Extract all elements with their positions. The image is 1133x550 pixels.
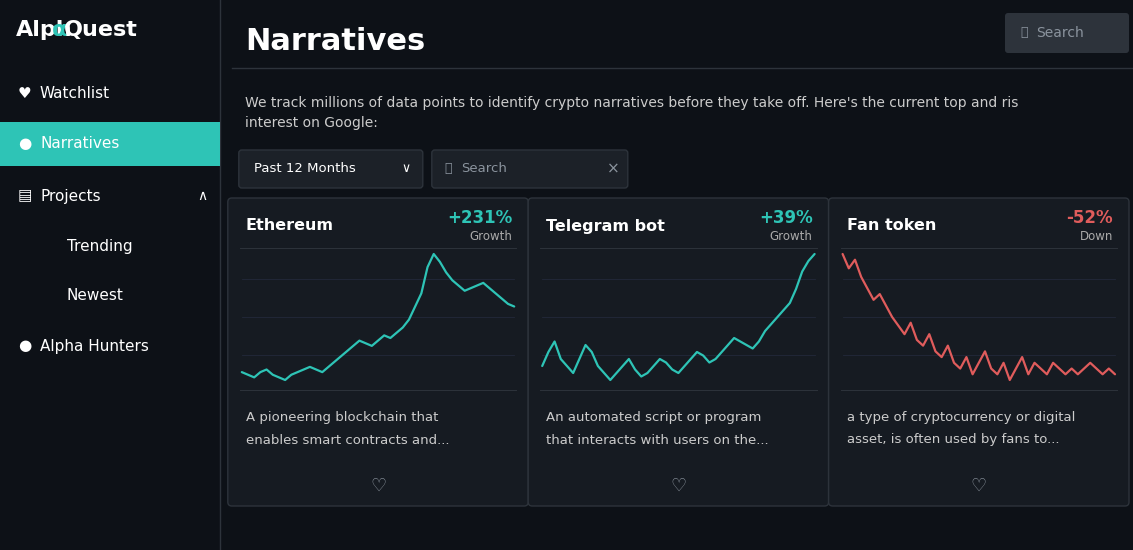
Text: Alpha Hunters: Alpha Hunters	[40, 338, 148, 354]
Text: A pioneering blockchain that: A pioneering blockchain that	[246, 410, 438, 424]
Text: +39%: +39%	[759, 209, 812, 227]
Text: Ethereum: Ethereum	[246, 218, 334, 234]
Text: Search: Search	[1036, 26, 1084, 40]
Text: Fan token: Fan token	[846, 218, 936, 234]
Text: interest on Google:: interest on Google:	[245, 116, 377, 130]
FancyBboxPatch shape	[528, 198, 828, 506]
Text: Search: Search	[461, 162, 506, 175]
Text: asset, is often used by fans to...: asset, is often used by fans to...	[846, 433, 1059, 447]
Text: An automated script or program: An automated script or program	[546, 410, 761, 424]
Text: -52%: -52%	[1066, 209, 1113, 227]
Text: ∧: ∧	[197, 189, 207, 203]
Text: +231%: +231%	[446, 209, 512, 227]
Text: enables smart contracts and...: enables smart contracts and...	[246, 433, 450, 447]
Text: α: α	[52, 20, 67, 40]
Text: ●: ●	[18, 338, 32, 354]
Text: Past 12 Months: Past 12 Months	[254, 162, 356, 175]
Text: ×: ×	[606, 162, 619, 177]
FancyBboxPatch shape	[239, 150, 423, 188]
FancyBboxPatch shape	[828, 198, 1128, 506]
Text: 🔍: 🔍	[1020, 26, 1028, 40]
Text: that interacts with users on the...: that interacts with users on the...	[546, 433, 769, 447]
FancyBboxPatch shape	[0, 122, 220, 166]
Text: a type of cryptocurrency or digital: a type of cryptocurrency or digital	[846, 410, 1075, 424]
Text: Growth: Growth	[769, 229, 812, 243]
Text: Alph: Alph	[16, 20, 73, 40]
Text: Trending: Trending	[67, 239, 133, 254]
Text: Narratives: Narratives	[245, 28, 425, 57]
Text: ♡: ♡	[370, 477, 386, 495]
Text: Growth: Growth	[469, 229, 512, 243]
Text: 🔍: 🔍	[445, 162, 452, 175]
Text: Projects: Projects	[40, 189, 101, 204]
Text: Telegram bot: Telegram bot	[546, 218, 665, 234]
Text: ♥: ♥	[18, 86, 32, 102]
Text: Down: Down	[1080, 229, 1113, 243]
Text: ♡: ♡	[671, 477, 687, 495]
Text: Watchlist: Watchlist	[40, 86, 110, 102]
FancyBboxPatch shape	[0, 0, 220, 550]
Text: We track millions of data points to identify crypto narratives before they take : We track millions of data points to iden…	[245, 96, 1019, 110]
Text: ●: ●	[18, 136, 32, 151]
Text: ♡: ♡	[971, 477, 987, 495]
Text: Narratives: Narratives	[40, 136, 119, 151]
FancyBboxPatch shape	[432, 150, 628, 188]
Text: ▤: ▤	[18, 189, 33, 204]
FancyBboxPatch shape	[1005, 13, 1128, 53]
Text: Newest: Newest	[67, 289, 123, 304]
Text: ∨: ∨	[401, 162, 410, 175]
FancyBboxPatch shape	[228, 198, 528, 506]
Text: Quest: Quest	[63, 20, 138, 40]
